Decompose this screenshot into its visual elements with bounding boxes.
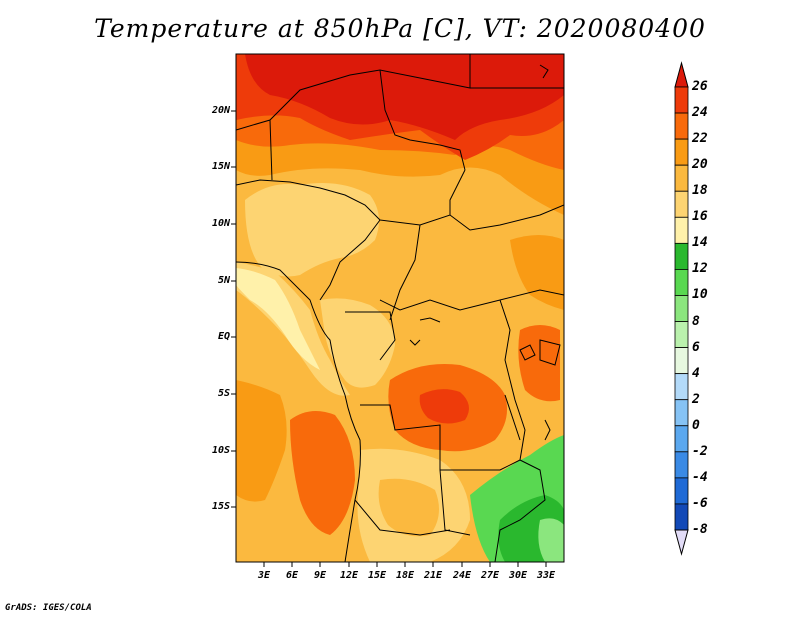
colorbar-box [674,347,689,375]
lat-label-5s: 5S [217,388,230,399]
colorbar-box [674,425,689,453]
colorbar-label: -2 [692,443,708,459]
map-frame [235,53,565,563]
field-20-22-east [510,235,564,310]
lon-label-27e: 27E [480,570,500,581]
colorbar-label: 6 [692,339,700,355]
colorbar-label: 8 [692,313,700,329]
colorbar-label: 18 [692,183,708,199]
lon-label-30e: 30E [508,570,528,581]
colorbar-label: 24 [692,105,708,121]
map-title: Temperature at 850hPa [C], VT: 202008040… [94,14,706,43]
lat-label-10s: 10S [211,445,230,456]
colorbar-box [674,269,689,296]
colorbar-label: 4 [692,365,700,381]
colorbar-box [674,190,689,218]
lon-label-21e: 21E [423,570,443,581]
colorbar-box [674,86,689,114]
colorbar-label: -6 [692,495,708,511]
colorbar-box [674,295,689,322]
field-above-26-north [245,54,564,140]
colorbar-box [674,112,689,140]
lat-ticks [231,110,236,508]
field-14-16-coast [236,268,320,370]
colorbar-label: 14 [692,235,708,251]
colorbar-box [674,164,689,192]
colorbar-label: 26 [692,79,708,94]
lat-label-5n: 5N [217,275,230,286]
colorbar-box [674,216,689,244]
colorbar-box [674,321,689,348]
colorbar-box [674,242,689,270]
lat-label-15n: 15N [211,161,230,172]
colorbar-box [674,138,689,166]
colorbar-bottom-arrow [674,529,689,556]
colorbar-box [674,477,689,505]
field-16-18-congo [320,298,395,388]
colorbar-label: 0 [692,417,700,433]
colorbar-label: 12 [692,261,708,277]
grads-credit: GrADS: IGES/COLA [5,603,92,613]
lon-label-6e: 6E [285,570,299,581]
lat-label-15s: 15S [211,501,230,512]
colorbar-label: 22 [692,131,708,147]
field-24-26-central [419,389,469,424]
field-22-24-angola [290,411,355,535]
colorbar-label: 16 [692,209,708,225]
colorbar-label: 20 [692,157,708,173]
colorbar [674,61,689,556]
colorbar-top-arrow [674,61,689,88]
field-16-18-westafrica [245,182,379,277]
colorbar-label: 10 [692,287,708,303]
lon-label-24e: 24E [452,570,472,581]
field-22-24-east [518,325,560,402]
lon-label-9e: 9E [313,570,327,581]
field-8-10-southeast [538,518,564,562]
lat-label-10n: 10N [211,218,230,229]
colorbar-box [674,373,689,401]
lon-label-12e: 12E [339,570,359,581]
colorbar-box [674,399,689,427]
field-18-20-south [378,478,439,537]
field-20-22-atlantic [236,380,287,502]
colorbar-box [674,451,689,479]
lon-label-33e: 33E [536,570,556,581]
lat-label-20n: 20N [211,105,230,116]
lon-label-3e: 3E [257,570,271,581]
temperature-field [236,54,564,562]
colorbar-label: -4 [692,469,708,485]
colorbar-label: -8 [692,522,708,537]
country-borders [236,54,564,562]
lon-ticks [263,562,547,567]
lon-label-15e: 15E [367,570,387,581]
lat-label-eq: EQ [217,331,230,342]
colorbar-label: 2 [692,391,700,407]
colorbar-box [674,503,689,531]
lon-label-18e: 18E [395,570,415,581]
